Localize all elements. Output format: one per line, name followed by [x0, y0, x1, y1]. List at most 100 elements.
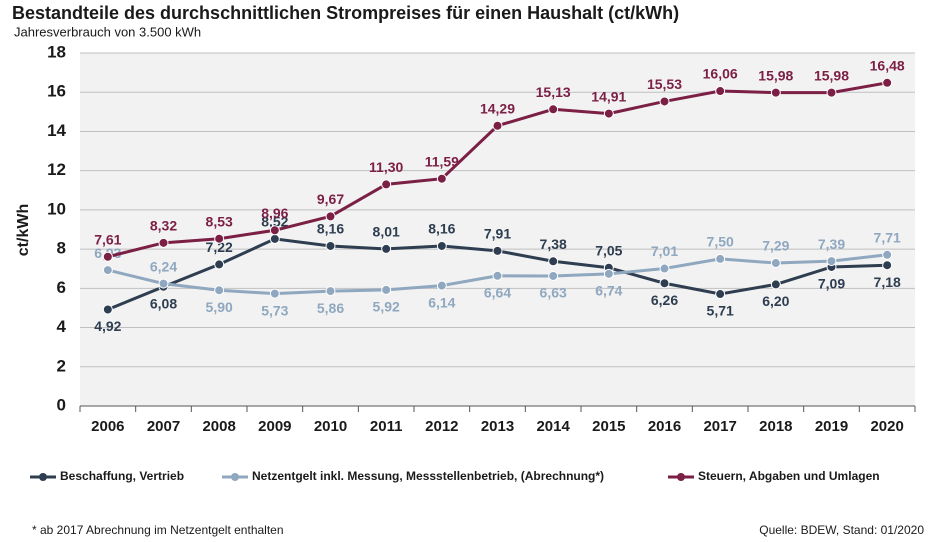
data-point [325, 240, 336, 251]
value-label: 11,59 [425, 153, 459, 169]
value-label: 16,06 [703, 66, 738, 82]
legend-label: Beschaffung, Vertrieb [60, 469, 184, 483]
data-point [603, 108, 614, 119]
value-label: 8,96 [261, 205, 288, 221]
value-label: 8,53 [206, 213, 233, 229]
value-label: 6,74 [595, 283, 622, 299]
value-label: 6,14 [428, 294, 455, 310]
data-point [715, 86, 726, 97]
value-label: 5,86 [317, 300, 344, 316]
data-point [770, 279, 781, 290]
data-point [325, 286, 336, 297]
data-point [269, 225, 280, 236]
value-label: 8,32 [150, 218, 177, 234]
x-tick-label: 2019 [815, 418, 848, 435]
value-label: 7,38 [540, 236, 567, 252]
x-tick-label: 2018 [759, 418, 792, 435]
data-point [715, 289, 726, 300]
value-label: 16,48 [870, 58, 905, 74]
legend-marker [231, 473, 239, 481]
data-point [548, 270, 559, 281]
footnote: * ab 2017 Abrechnung im Netzentgelt enth… [32, 523, 284, 537]
x-tick-label: 2007 [147, 418, 180, 435]
x-tick-label: 2015 [592, 418, 625, 435]
x-tick-label: 2020 [870, 418, 903, 435]
data-point [770, 87, 781, 98]
y-tick-label: 2 [57, 356, 66, 375]
value-label: 6,24 [150, 258, 177, 274]
value-label: 15,98 [814, 67, 849, 83]
data-point [102, 251, 113, 262]
data-point [659, 263, 670, 274]
chart-title: Bestandteile des durchschnittlichen Stro… [12, 3, 679, 23]
data-point [381, 284, 392, 295]
value-label: 7,05 [595, 242, 622, 258]
value-label: 5,71 [707, 303, 734, 319]
data-point [492, 270, 503, 281]
y-tick-label: 16 [47, 82, 66, 101]
value-label: 14,91 [591, 88, 626, 104]
value-label: 8,16 [317, 221, 344, 237]
source: Quelle: BDEW, Stand: 01/2020 [759, 523, 924, 537]
value-label: 7,29 [762, 238, 789, 254]
data-point [436, 240, 447, 251]
data-point [548, 104, 559, 115]
legend-label: Steuern, Abgaben und Umlagen [698, 469, 880, 483]
x-tick-label: 2010 [314, 418, 347, 435]
data-point [102, 265, 113, 276]
data-point [269, 233, 280, 244]
value-label: 6,64 [484, 284, 511, 300]
x-tick-label: 2008 [202, 418, 235, 435]
value-label: 5,90 [206, 299, 233, 315]
y-tick-label: 10 [47, 199, 66, 218]
data-point [214, 285, 225, 296]
x-tick-label: 2017 [703, 418, 736, 435]
value-label: 14,29 [480, 100, 515, 116]
data-point [269, 288, 280, 299]
value-label: 6,63 [540, 285, 567, 301]
x-tick-label: 2012 [425, 418, 458, 435]
y-tick-label: 6 [57, 278, 66, 297]
y-tick-label: 8 [57, 239, 66, 258]
value-label: 7,39 [818, 236, 845, 252]
value-label: 11,30 [369, 159, 403, 175]
y-axis-label: ct/kWh [15, 204, 32, 256]
data-point [715, 253, 726, 264]
data-point [381, 179, 392, 190]
data-point [882, 77, 893, 88]
value-label: 8,01 [373, 224, 400, 240]
data-point [659, 278, 670, 289]
data-point [603, 268, 614, 279]
value-label: 8,16 [428, 221, 455, 237]
value-label: 5,73 [261, 302, 288, 318]
data-point [381, 243, 392, 254]
data-point [826, 256, 837, 267]
legend-marker [677, 473, 685, 481]
value-label: 6,20 [762, 293, 789, 309]
y-tick-label: 12 [47, 160, 66, 179]
value-label: 4,92 [94, 318, 121, 334]
value-label: 7,22 [206, 239, 233, 255]
value-label: 15,98 [758, 67, 793, 83]
value-label: 7,09 [818, 276, 845, 292]
value-label: 9,67 [317, 191, 344, 207]
y-tick-label: 14 [47, 121, 66, 140]
data-point [492, 120, 503, 131]
data-point [158, 278, 169, 289]
data-point [659, 96, 670, 107]
value-label: 6,26 [651, 292, 678, 308]
data-point [214, 233, 225, 244]
plot-area [80, 53, 915, 406]
legend-label: Netzentgelt inkl. Messung, Messstellenbe… [252, 469, 604, 483]
subtitle: Jahresverbrauch von 3.500 kWh [14, 24, 201, 39]
data-point [436, 280, 447, 291]
x-tick-label: 2014 [536, 418, 570, 435]
value-label: 15,53 [647, 76, 682, 92]
x-tick-label: 2013 [481, 418, 514, 435]
value-label: 6,08 [150, 295, 177, 311]
data-point [882, 249, 893, 260]
data-point [770, 258, 781, 269]
data-point [882, 260, 893, 271]
x-tick-label: 2016 [648, 418, 681, 435]
